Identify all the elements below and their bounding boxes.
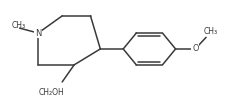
- Text: N: N: [35, 28, 41, 38]
- Text: CH₂OH: CH₂OH: [38, 89, 64, 97]
- Text: CH₃: CH₃: [11, 21, 26, 30]
- Text: CH₃: CH₃: [203, 27, 218, 36]
- Text: O: O: [192, 44, 198, 53]
